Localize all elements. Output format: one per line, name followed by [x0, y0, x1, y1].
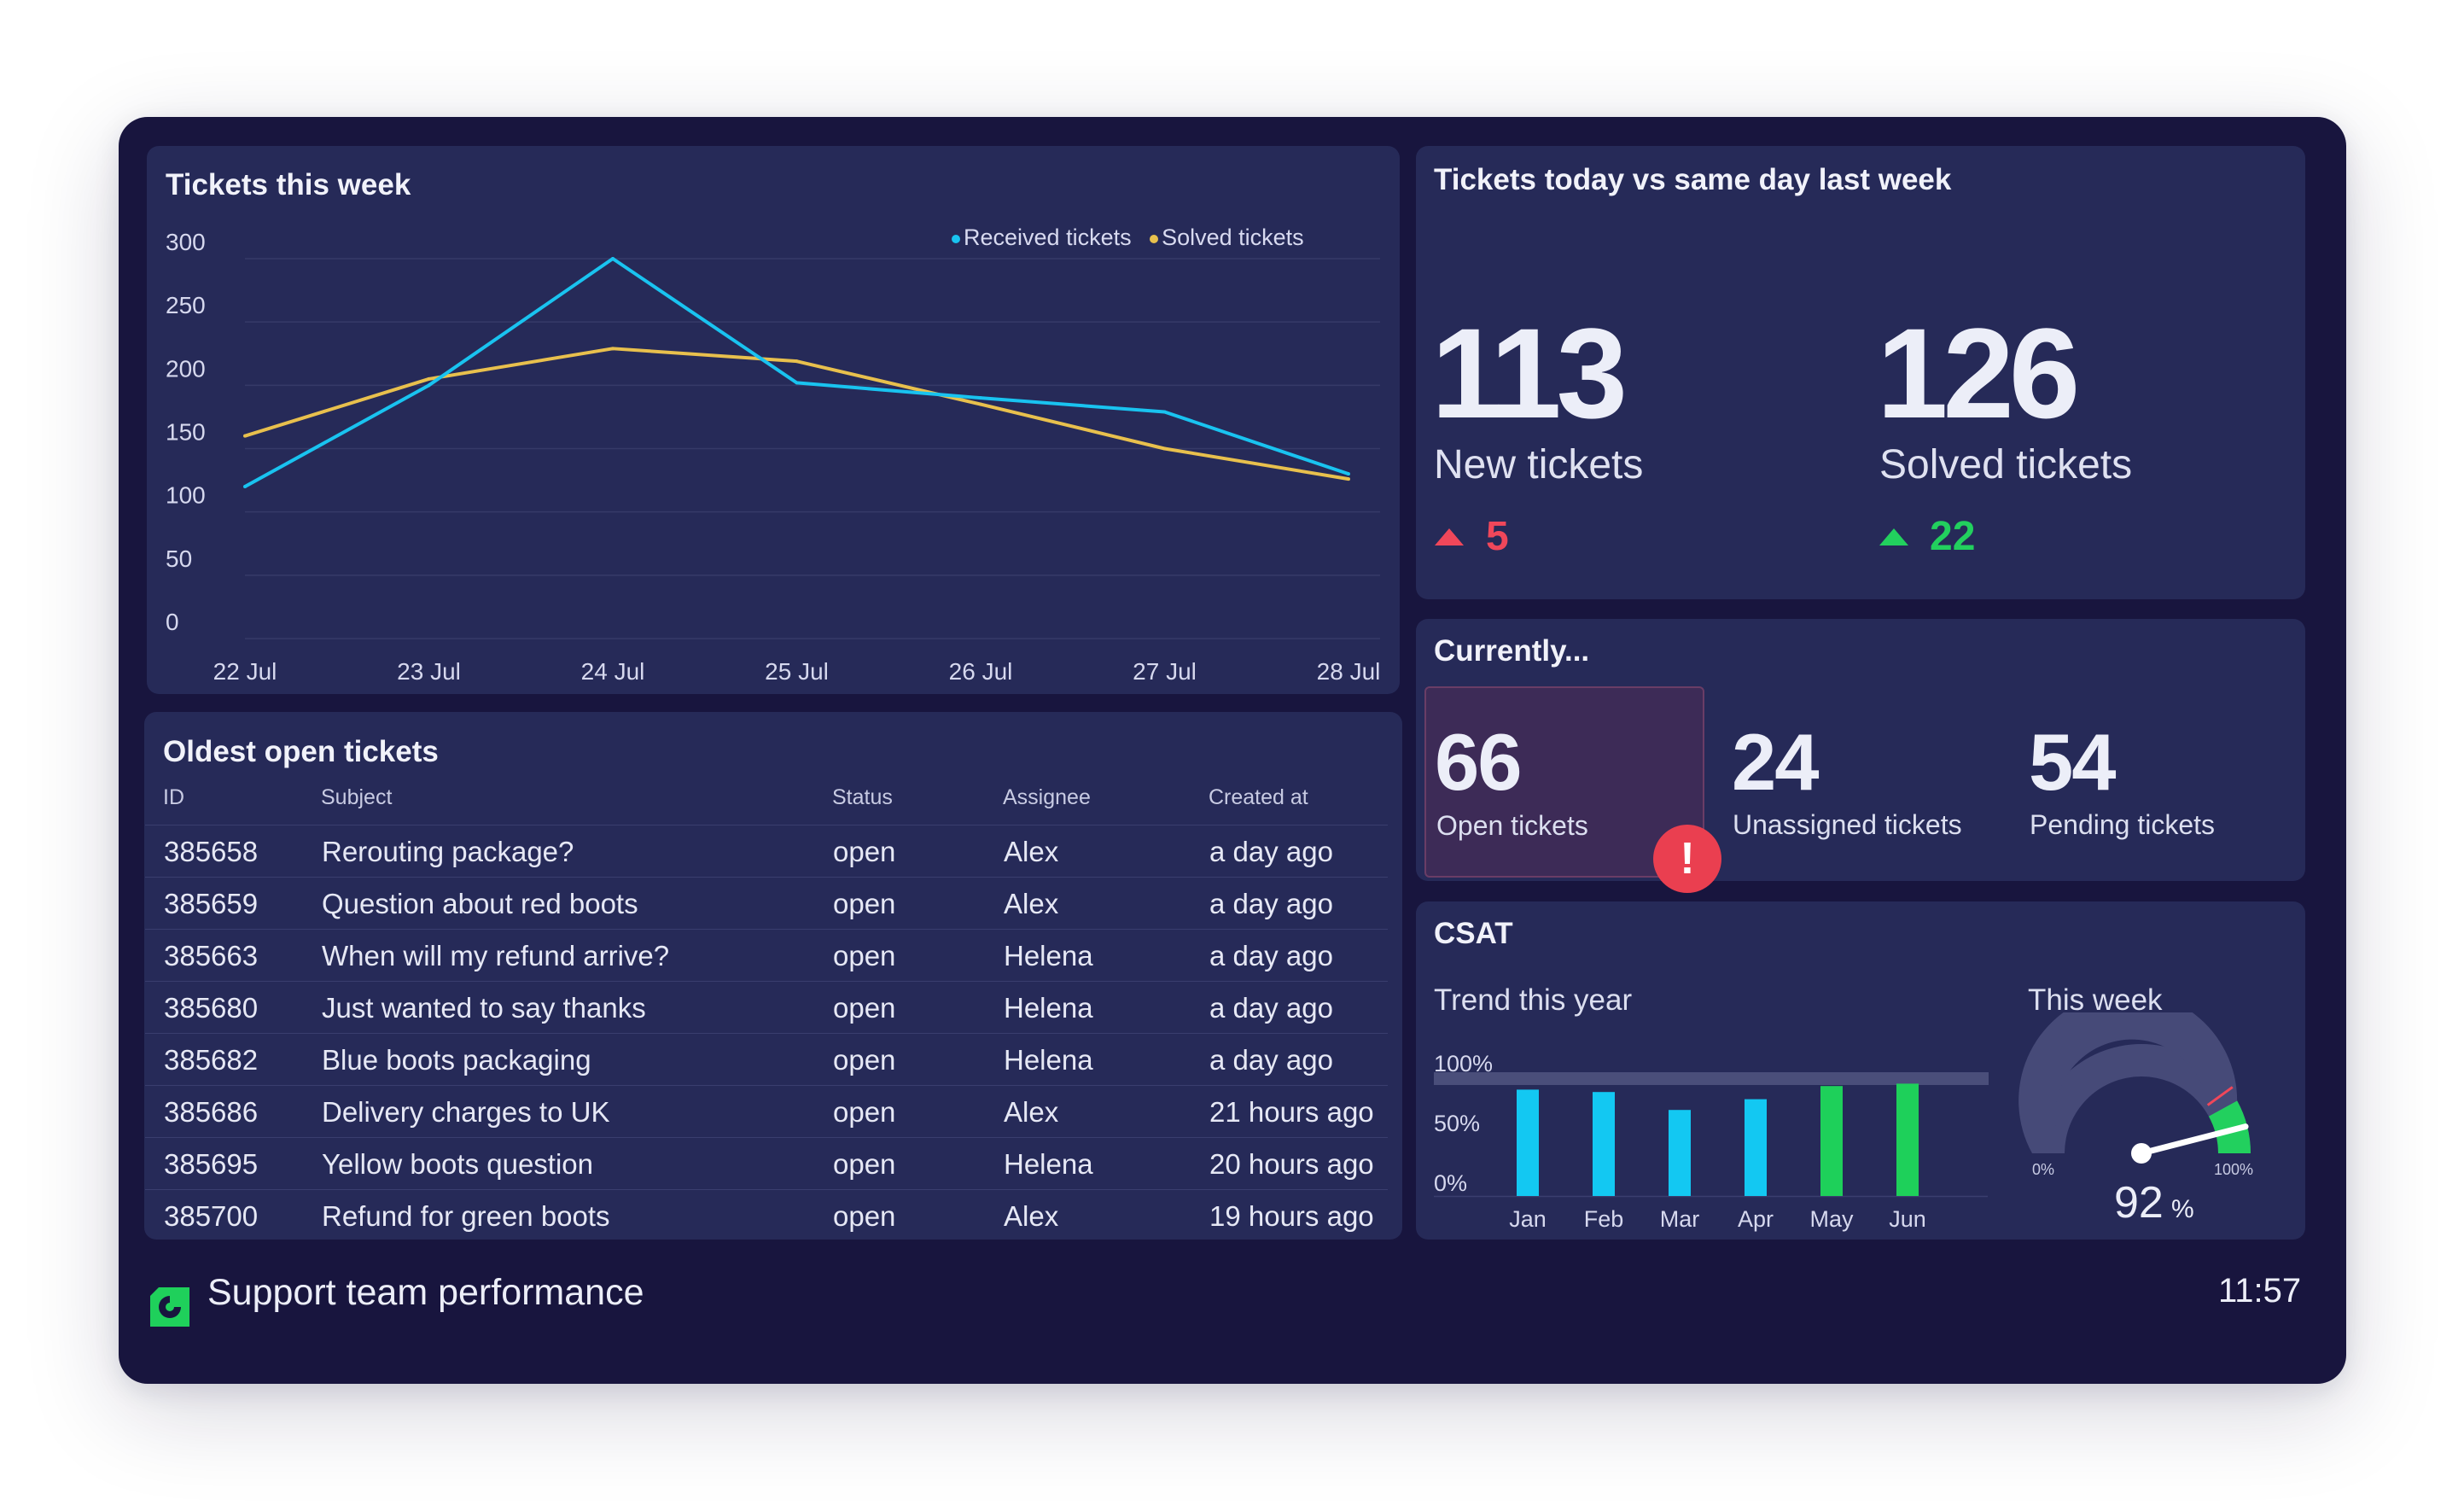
this-week-label: This week: [2028, 983, 2163, 1017]
series-line-solved: [244, 347, 1349, 481]
open-tickets-value: 66: [1435, 717, 1523, 807]
gauge-unit: %: [2171, 1195, 2194, 1223]
legend-received-label: Received tickets: [964, 225, 1132, 250]
y-tick-label: 0: [166, 609, 179, 635]
x-tick-label: Mar: [1660, 1206, 1700, 1232]
tickets-line-chart: 300 250 200 150 100 50 0 22 Jul 23 Jul 24 Jul 25 J…: [166, 229, 1381, 685]
geckoboard-logo-icon: [147, 1284, 193, 1334]
data-point: [979, 402, 982, 406]
panel-title: Tickets this week: [166, 168, 411, 201]
dashboard-frame: Tickets this week Received tickets Solve…: [119, 117, 2346, 1384]
alert-icon: !: [1653, 825, 1721, 893]
data-point: [243, 434, 247, 438]
csat-gauge: 0% 100% 92%: [2018, 1012, 2253, 1228]
gauge-min-label: 0%: [2032, 1161, 2054, 1178]
y-tick-label: 50: [166, 545, 192, 572]
gauge-track-rest: [2018, 1012, 2238, 1153]
tickets-this-week-panel: Tickets this week Received tickets Solve…: [147, 146, 1400, 694]
y-tick-label: 300: [166, 229, 206, 255]
gauge-pivot: [2131, 1143, 2152, 1164]
x-tick-label: May: [1809, 1206, 1854, 1232]
bar-jan: [1517, 1089, 1539, 1196]
panel-title: Oldest open tickets: [163, 735, 439, 768]
gauge-value: 92: [2114, 1178, 2164, 1228]
y-tick-label: 150: [166, 419, 206, 446]
gauge-target-marker: [2206, 1086, 2234, 1106]
chart-legend: Received tickets Solved tickets: [952, 225, 1304, 251]
legend-dot-received: [952, 234, 960, 243]
solved-tickets-value: 126: [1877, 301, 2080, 445]
y-tick-label: 0%: [1434, 1170, 1467, 1196]
data-point: [611, 257, 615, 260]
bar-mar: [1669, 1110, 1691, 1196]
panel-title: CSAT: [1434, 917, 1513, 950]
y-tick-label: 200: [166, 355, 206, 382]
data-point: [611, 347, 615, 351]
tickets-today-panel: Tickets today vs same day last week 113 …: [1416, 146, 2305, 599]
legend-solved-label: Solved tickets: [1162, 225, 1304, 250]
bar-feb: [1593, 1092, 1615, 1196]
x-tick-label: Feb: [1584, 1206, 1624, 1232]
x-tick-label: Jan: [1509, 1206, 1547, 1232]
oldest-open-tickets-panel: Oldest open tickets: [144, 712, 1402, 1240]
x-tick-label: 26 Jul: [949, 658, 1013, 685]
new-tickets-label: New tickets: [1434, 442, 1644, 487]
x-tick-label: 22 Jul: [213, 658, 277, 685]
new-tickets-value: 113: [1431, 301, 1628, 445]
y-tick-label: 50%: [1434, 1111, 1480, 1136]
y-tick-label: 250: [166, 292, 206, 318]
unassigned-tickets-value: 24: [1732, 717, 1820, 807]
data-point: [427, 383, 431, 388]
data-point: [427, 376, 431, 381]
arrow-up-icon: [1435, 528, 1464, 545]
data-point: [979, 396, 982, 400]
x-tick-label: 24 Jul: [581, 658, 645, 685]
data-point: [1162, 446, 1167, 451]
csat-panel: CSAT Trend this year This week 100% 50% 0%…: [1416, 901, 2305, 1240]
bar-may: [1820, 1086, 1843, 1196]
gauge-needle: [2138, 1123, 2249, 1157]
pending-tickets-value: 54: [2029, 717, 2117, 807]
data-point: [795, 359, 799, 364]
gauge-fill: [2208, 1100, 2251, 1153]
x-tick-label: Apr: [1738, 1206, 1774, 1232]
data-point: [1347, 477, 1350, 481]
pending-tickets-label: Pending tickets: [2030, 809, 2216, 840]
solved-tickets-delta: 22: [1930, 514, 1976, 559]
y-tick-label: 100%: [1434, 1051, 1493, 1076]
gauge-max-label: 100%: [2214, 1161, 2253, 1178]
bar-jun: [1896, 1083, 1919, 1196]
data-point: [243, 485, 247, 488]
open-tickets-label: Open tickets: [1436, 810, 1588, 841]
arrow-up-icon: [1879, 528, 1908, 545]
y-tick-label: 100: [166, 482, 206, 509]
data-point: [1347, 472, 1350, 476]
x-tick-label: Jun: [1889, 1206, 1926, 1232]
x-tick-label: 28 Jul: [1317, 658, 1381, 685]
legend-dot-solved: [1150, 234, 1159, 243]
csat-trend-bar-chart: 100% 50% 0% Jan Feb Mar Apr May Jun: [1434, 1051, 1989, 1232]
target-band: [1434, 1072, 1989, 1085]
clock: 11:57: [2218, 1272, 2302, 1310]
x-tick-label: 25 Jul: [765, 658, 829, 685]
unassigned-tickets-label: Unassigned tickets: [1733, 809, 1962, 840]
dashboard-title: Support team performance: [207, 1272, 644, 1313]
x-tick-label: 27 Jul: [1133, 658, 1197, 685]
data-point: [1162, 410, 1167, 414]
trend-this-year-label: Trend this year: [1434, 983, 1633, 1017]
x-tick-label: 23 Jul: [397, 658, 461, 685]
new-tickets-delta: 5: [1486, 514, 1509, 559]
panel-title: Currently...: [1434, 634, 1590, 668]
panel-title: Tickets today vs same day last week: [1434, 163, 1952, 196]
solved-tickets-label: Solved tickets: [1879, 442, 2133, 487]
data-point: [795, 381, 799, 385]
bar-apr: [1745, 1099, 1767, 1196]
